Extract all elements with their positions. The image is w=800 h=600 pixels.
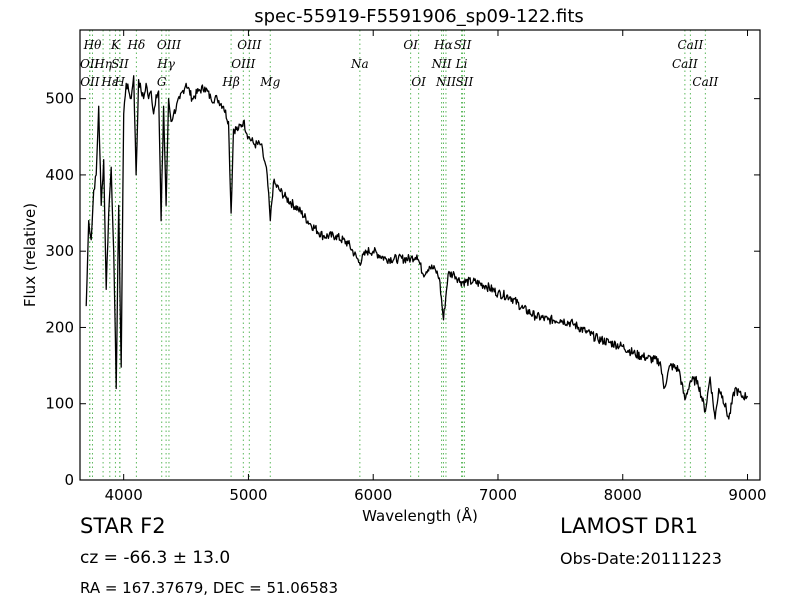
survey-name: LAMOST DR1 [560, 514, 699, 538]
line-label-15: Mg [259, 75, 280, 89]
line-label-1: OII [80, 75, 100, 89]
line-label-20: Hα [433, 38, 453, 52]
line-label-23: Li [455, 57, 468, 71]
y-tick-label-4: 400 [45, 166, 74, 184]
chart-title: spec-55919-F5591906_sp09-122.fits [254, 6, 584, 27]
line-label-14: OIII [237, 38, 261, 52]
line-label-16: Na [350, 57, 369, 71]
star-class: STAR F2 [80, 514, 166, 538]
line-label-6: SII [111, 57, 129, 71]
redshift-cz: cz = -66.3 ± 13.0 [80, 548, 231, 568]
spectrum-line [85, 75, 749, 420]
y-tick-label-1: 100 [45, 395, 74, 413]
ra-dec-coordinates: RA = 167.37679, DEC = 51.06583 [80, 579, 339, 597]
line-label-21: NII [435, 75, 456, 89]
y-axis-ticks: 0 100 200 300 400 500 [45, 90, 760, 489]
x-tick-label-2: 6000 [354, 486, 392, 504]
y-axis-label: Flux (relative) [21, 203, 39, 307]
plot-frame [79, 29, 761, 481]
line-label-2: Hθ [83, 38, 102, 52]
x-tick-label-5: 9000 [728, 486, 766, 504]
line-label-8: Hδ [127, 38, 146, 52]
line-label-26: CaII [677, 38, 703, 52]
line-label-3: Hη [93, 57, 112, 71]
x-tick-label-1: 5000 [229, 486, 267, 504]
line-label-12: Hβ [221, 75, 239, 89]
line-label-5: K [110, 38, 121, 52]
line-label-13: OIII [231, 57, 255, 71]
y-tick-label-2: 200 [45, 318, 74, 336]
x-axis-label: Wavelength (Å) [362, 506, 478, 525]
line-label-4: Hε [100, 75, 118, 89]
line-label-11: G [157, 75, 167, 89]
line-label-10: Hγ [156, 57, 175, 71]
observation-date: Obs-Date:20111223 [560, 549, 722, 568]
line-label-24: SII [456, 75, 474, 89]
x-tick-label-0: 4000 [105, 486, 143, 504]
line-label-19: NII [431, 57, 452, 71]
x-tick-label-3: 7000 [479, 486, 517, 504]
line-label-17: OI [403, 38, 418, 52]
y-tick-label-5: 500 [45, 90, 74, 108]
y-tick-label-0: 0 [64, 471, 74, 489]
x-axis-ticks: 4000 5000 6000 7000 8000 9000 [105, 30, 767, 504]
x-tick-label-4: 8000 [604, 486, 642, 504]
line-label-9: OIII [157, 38, 181, 52]
y-tick-label-3: 300 [45, 242, 74, 260]
line-label-25: CaII [672, 57, 698, 71]
emission-line-markers [89, 30, 706, 480]
line-label-0: OII [80, 57, 100, 71]
line-label-27: CaII [692, 75, 718, 89]
line-label-18: OI [411, 75, 426, 89]
emission-line-labels: OII OII Hθ Hη Hε K SII H Hδ OIII Hγ G Hβ OIII OIII Mg Na… [80, 38, 719, 89]
line-label-7: H [113, 75, 125, 89]
line-label-22: SII [454, 38, 472, 52]
